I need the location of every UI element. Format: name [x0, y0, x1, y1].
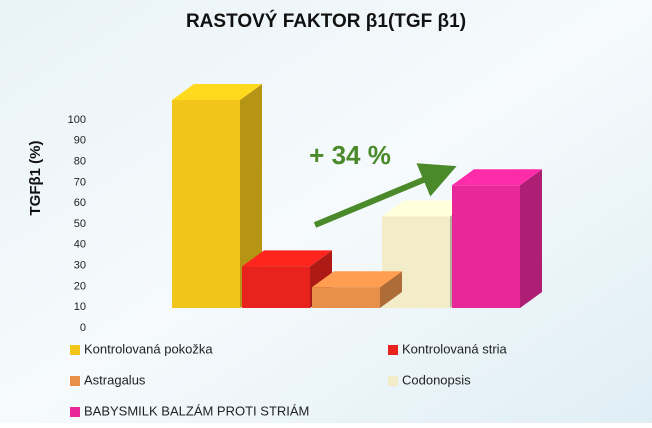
legend-swatch: [70, 376, 80, 386]
legend-label: Kontrolovaná stria: [402, 341, 508, 356]
y-tick-label: 80: [74, 156, 86, 168]
y-axis-label: TGFβ1 (%): [27, 141, 44, 216]
bar-top: [452, 169, 542, 186]
bar: [312, 287, 380, 308]
bar: [452, 185, 520, 308]
legend-swatch: [388, 345, 398, 355]
y-tick-label: 0: [80, 322, 86, 334]
legend-swatch: [70, 407, 80, 417]
y-tick-label: 40: [74, 239, 86, 251]
y-tick-label: 60: [74, 197, 86, 209]
y-tick-label: 90: [74, 135, 86, 147]
legend-label: Codonopsis: [402, 372, 471, 387]
bar-side: [380, 271, 402, 308]
legend-swatch: [388, 376, 398, 386]
y-tick-label: 20: [74, 280, 86, 292]
legend-label: Astragalus: [84, 372, 146, 387]
y-tick-label: 70: [74, 176, 86, 188]
y-tick-label: 10: [74, 301, 86, 313]
bar-top: [242, 250, 332, 267]
chart-title: RASTOVÝ FAKTOR β1(TGF β1): [186, 10, 466, 32]
y-tick-label: 100: [68, 114, 86, 126]
bar-side: [520, 169, 542, 308]
legend-label: BABYSMILK BALZÁM PROTI STRIÁM: [84, 403, 309, 418]
legend-label: Kontrolovaná pokožka: [84, 341, 213, 356]
bar-side: [240, 84, 262, 308]
bar-top: [312, 271, 402, 288]
legend-swatch: [70, 345, 80, 355]
bar-top: [172, 84, 262, 100]
bar-top: [382, 200, 472, 217]
y-tick-label: 30: [74, 260, 86, 272]
bar: [242, 266, 310, 308]
bar: [172, 100, 240, 308]
annotation: + 34 %: [309, 140, 391, 170]
arrow: [313, 163, 457, 228]
y-tick-label: 50: [74, 218, 86, 230]
